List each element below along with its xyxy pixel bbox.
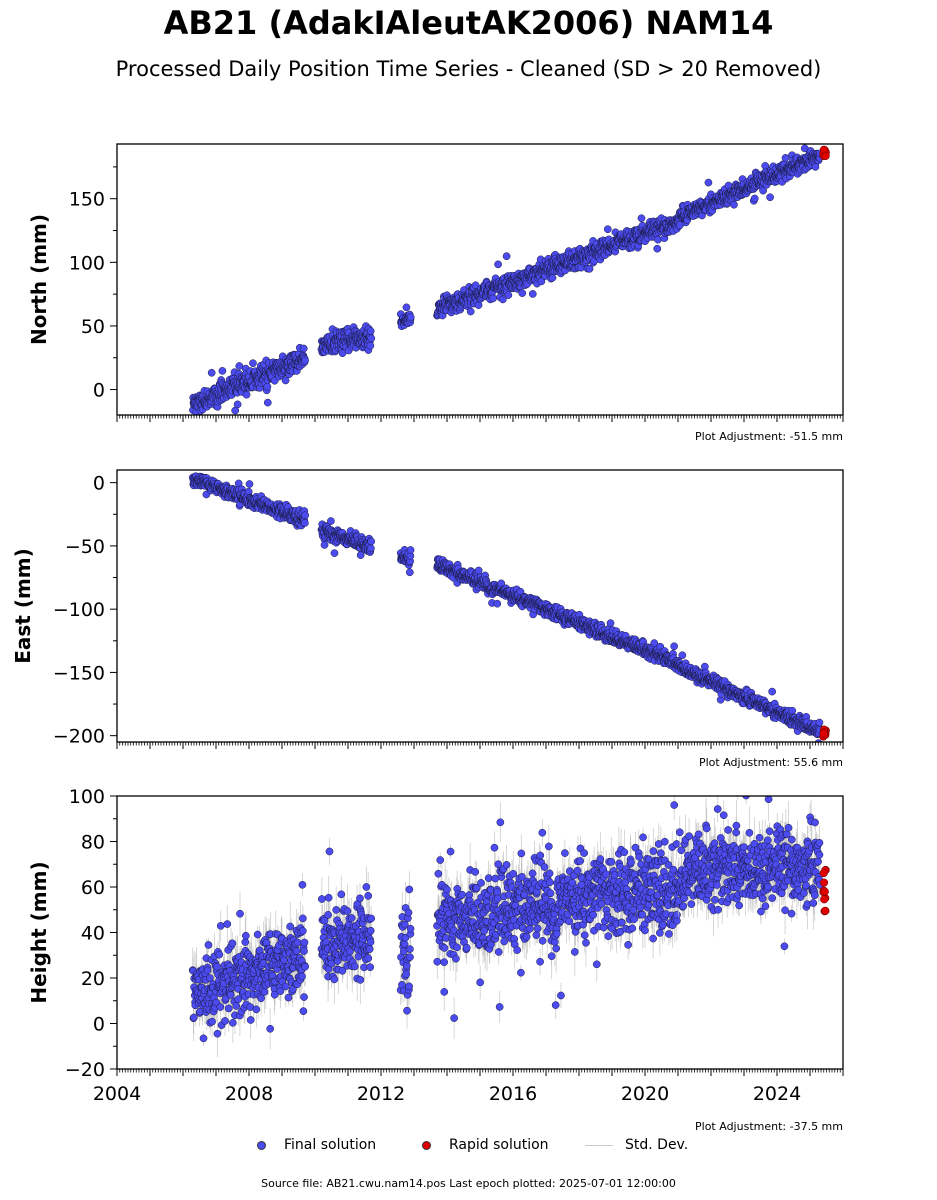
final-point [263,382,272,391]
final-point [585,264,594,273]
east-segment [188,472,310,530]
final-point [320,541,329,549]
east-final-points [317,517,376,560]
final-point [474,301,483,309]
final-point [518,289,527,297]
north-final-points [433,214,683,320]
final-point [301,511,310,520]
final-point [504,291,513,299]
final-point [759,186,767,195]
north-segment [433,214,683,320]
y-tick-label: 0 [93,380,105,402]
final-point [466,307,475,316]
north-segment [317,322,376,358]
final-point [207,368,216,377]
final-point [402,303,411,312]
final-point [603,225,612,234]
final-point [301,519,309,527]
y-tick-label: 100 [69,252,105,274]
final-point [766,193,774,202]
final-point [301,356,309,365]
final-point [299,344,308,353]
final-point [330,549,339,557]
north-segment [674,144,824,231]
final-point [654,235,662,244]
north-y-label: North (mm) [27,214,51,345]
east-segment [317,517,376,560]
north-segment [396,303,415,331]
east-final-points [188,472,310,530]
final-point [366,327,375,335]
final-point [653,244,662,253]
final-point [242,390,251,399]
final-point [811,162,820,171]
final-point [218,367,227,375]
final-point [730,200,738,209]
final-point [281,376,290,385]
final-point [548,273,557,282]
final-point [781,154,790,162]
final-point [750,194,759,203]
y-tick-label: 50 [81,316,105,338]
east-data [188,472,830,742]
final-point [367,334,376,343]
final-point [537,277,546,286]
final-point [249,359,257,368]
final-point [637,214,646,223]
final-point [528,290,537,298]
final-point [489,294,497,303]
final-point [263,398,272,407]
final-point [327,517,335,525]
north-data [189,144,830,415]
north-rapid-points [819,145,830,161]
panel-north: 0 50 100 150 North (mm) Plot Adjustment: -51.… [27,143,844,443]
final-point [233,400,242,409]
rapid-point [821,151,830,160]
north-final-points [317,322,376,358]
final-point [245,480,254,488]
north-final-points [396,303,415,331]
final-point [494,260,502,269]
final-point [502,252,511,261]
final-point [498,295,507,304]
y-tick-label: 150 [69,189,105,211]
north-segment [189,343,309,415]
north-final-points [189,343,309,415]
final-point [704,178,713,187]
final-point [406,313,415,321]
north-plot-adjustment: Plot Adjustment: -51.5 mm [695,430,843,443]
north-final-points [674,144,824,231]
final-point [366,341,375,350]
